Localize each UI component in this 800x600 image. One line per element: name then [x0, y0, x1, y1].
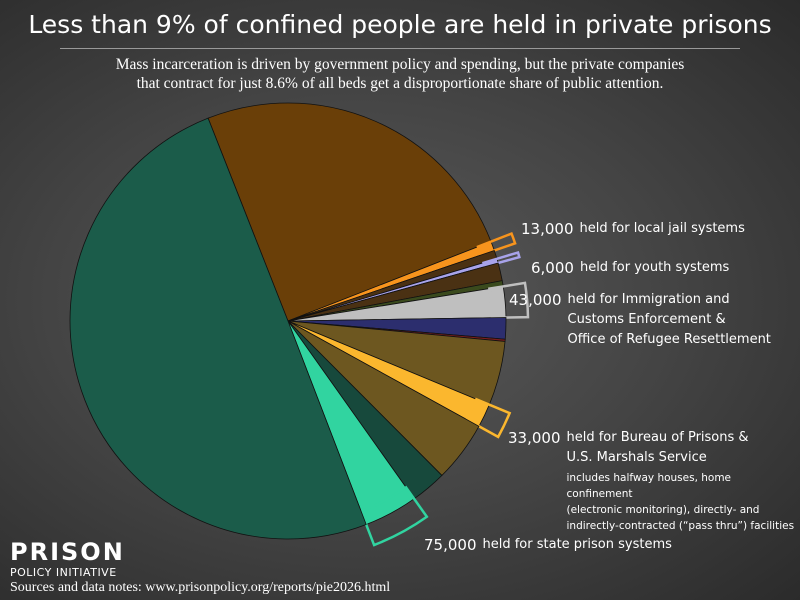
- pie-slice: [207, 102, 492, 322]
- category-label: held for youth systems: [579, 260, 730, 275]
- category-label: held for Immigration and Customs Enforce…: [567, 292, 771, 347]
- slice-label: 33,000 held for Bureau of Prisons & U.S. …: [508, 428, 800, 534]
- pie-slice: [69, 117, 367, 540]
- slice-highlight: [476, 231, 517, 257]
- slice-highlight: [487, 281, 530, 319]
- slice-label: 13,000 held for local jail systems: [521, 219, 745, 239]
- logo: PRISON: [10, 538, 125, 566]
- slice-highlight: [464, 397, 512, 439]
- value-label: 6,000: [531, 259, 574, 277]
- slice-highlight: [481, 250, 521, 269]
- slice-label: 43,000 held for Immigration and Customs E…: [509, 290, 771, 350]
- label-text: held for local jail systems: [580, 219, 745, 239]
- slice-label: 6,000 held for youth systems: [531, 258, 729, 278]
- logo-subtitle: POLICY INITIATIVE: [10, 566, 117, 579]
- value-label: 13,000: [521, 220, 574, 238]
- category-label: held for Bureau of Prisons & U.S. Marsha…: [566, 430, 749, 465]
- category-label: held for local jail systems: [579, 221, 745, 236]
- label-text: held for state prison systems: [483, 535, 672, 555]
- label-text: held for youth systems: [580, 258, 729, 278]
- label-text: held for Immigration and Customs Enforce…: [568, 290, 771, 350]
- category-label: held for state prison systems: [482, 537, 672, 552]
- label-note: includes halfway houses, home confinemen…: [566, 472, 795, 532]
- title-rule: [60, 48, 740, 49]
- value-label: 43,000: [509, 291, 562, 309]
- slice-label: 75,000 held for state prison systems: [424, 535, 672, 555]
- value-label: 33,000: [508, 429, 561, 447]
- chart-title: Less than 9% of confined people are held…: [28, 10, 772, 39]
- subtitle: Mass incarceration is driven by governme…: [115, 56, 685, 92]
- source-note: Sources and data notes: www.prisonpolicy…: [10, 580, 391, 595]
- value-label: 75,000: [424, 536, 477, 554]
- label-text: held for Bureau of Prisons & U.S. Marsha…: [567, 428, 800, 534]
- slice-highlight: [359, 485, 429, 547]
